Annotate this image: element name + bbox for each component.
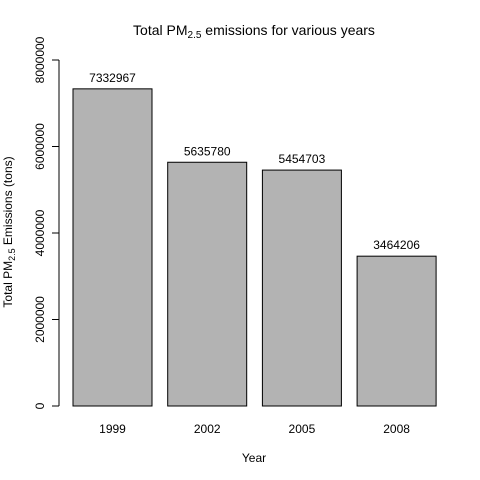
y-tick-label: 4000000 — [33, 209, 47, 256]
bars-group — [72, 88, 437, 407]
x-tick-label: 1999 — [99, 422, 126, 436]
bar-2005 — [261, 169, 342, 407]
x-tick-labels-group: 1999 2002 2005 2008 — [99, 422, 410, 436]
y-axis: 0 2000000 4000000 6000000 8000000 — [33, 36, 60, 409]
bar-value-label: 5454703 — [279, 152, 326, 166]
value-labels-group: 7332967 5635780 5454703 3464206 — [89, 71, 420, 252]
bar-value-label: 3464206 — [373, 238, 420, 252]
x-tick-label: 2005 — [289, 422, 316, 436]
bar-2008 — [356, 255, 437, 407]
x-tick-label: 2008 — [383, 422, 410, 436]
chart-title: Total PM2.5 emissions for various years — [133, 22, 375, 41]
y-axis-label: Total PM2.5 Emissions (tons) — [1, 156, 17, 307]
x-tick-label: 2002 — [194, 422, 221, 436]
y-tick-label: 0 — [33, 402, 47, 409]
bar-2002 — [167, 161, 248, 407]
bar-value-label: 5635780 — [184, 144, 231, 158]
bar-1999 — [72, 88, 153, 407]
y-tick-label: 6000000 — [33, 123, 47, 170]
y-tick-label: 8000000 — [33, 36, 47, 83]
x-axis-label: Year — [242, 451, 266, 465]
bar-value-label: 7332967 — [89, 71, 136, 85]
y-tick-label: 2000000 — [33, 296, 47, 343]
